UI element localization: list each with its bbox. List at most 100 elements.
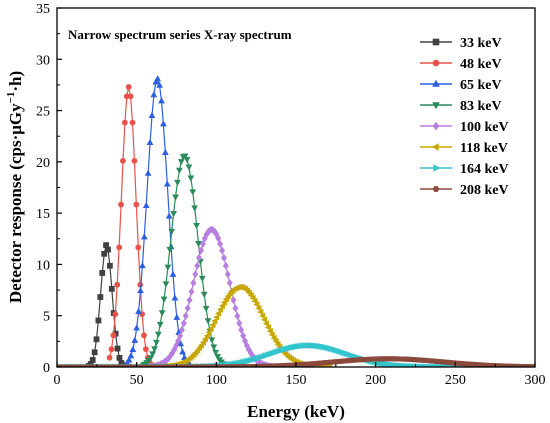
data-point [105,246,111,253]
data-point [163,180,171,187]
data-point [131,157,138,164]
data-point [182,312,189,320]
data-point [198,246,205,255]
data-point [220,299,227,306]
data-point [230,296,237,304]
data-point [127,93,134,100]
series-83-kev [139,153,235,367]
ticks-layer: 0 50 100 150 200 250 300 0 5 10 15 20 25 30 35 [36,2,546,388]
data-point [211,317,218,325]
data-point [180,319,187,328]
legend-label: 65 keV [460,78,502,93]
data-point [133,201,140,208]
legend-marker [431,143,439,151]
data-point [183,157,191,164]
legend-marker [432,186,440,192]
data-point [234,312,241,320]
legend-label: 100 keV [460,120,509,135]
y-tick-label: 0 [43,361,50,376]
series-line [142,155,232,367]
data-point [164,264,172,271]
data-point [149,351,156,358]
data-point [200,291,208,298]
data-point [166,246,174,254]
data-point [151,346,158,353]
data-point [114,345,121,352]
data-point [226,279,233,287]
x-tick-label: 50 [130,373,144,388]
y-tick-label: 5 [43,310,50,325]
data-point [97,294,104,300]
data-point [177,331,183,340]
data-point [236,319,243,328]
data-point [165,212,173,219]
data-point [143,346,149,353]
data-point [178,325,185,334]
x-tick-label: 0 [54,373,61,388]
data-point [140,233,148,240]
data-point [133,324,141,331]
data-point [268,331,275,339]
data-point [270,334,277,342]
data-point [232,304,239,313]
data-point [187,175,195,182]
data-point [91,349,98,356]
y-tick-label: 15 [36,207,50,222]
data-point [118,201,124,208]
data-point [202,305,210,312]
data-point [135,307,142,314]
y-tick-label: 35 [36,2,50,17]
data-point [174,179,181,186]
data-point [177,159,185,166]
series-48-kev [106,84,155,367]
y-tick-label: 30 [36,53,50,68]
x-tick-label: 150 [286,373,307,388]
legend-marker [432,121,440,131]
data-point [141,332,147,339]
data-point [208,337,216,344]
data-point [185,164,193,171]
data-point [171,294,179,301]
data-point [156,321,164,329]
data-point [108,285,115,292]
legend-label: 164 keV [460,162,509,177]
data-point [170,211,177,218]
legend-item: 164 keV [420,162,509,177]
data-point [114,281,121,288]
data-point [219,246,226,255]
data-point [194,261,201,270]
data-point [153,339,160,346]
data-point [172,194,179,201]
data-point [198,275,206,283]
data-point [101,250,108,257]
data-point [191,205,199,212]
y-axis-title-main: Detector response (cps·μGy [6,103,25,303]
data-point [214,354,221,361]
data-point [215,309,222,317]
data-point [207,325,214,333]
legend-marker [432,102,440,110]
data-point [257,308,264,316]
data-point [142,201,150,208]
data-point [197,341,205,349]
data-point [147,355,155,362]
data-point [135,244,142,251]
data-point [181,153,189,160]
data-point [201,335,208,343]
data-point [169,270,177,277]
data-point [203,332,210,340]
x-tick-label: 100 [206,373,227,388]
data-point [154,75,162,82]
legend-item: 83 keV [420,99,502,114]
legend-label: 208 keV [460,183,509,198]
data-point [156,81,163,88]
data-point [264,324,271,331]
data-point [224,270,231,279]
y-tick-label: 10 [36,258,50,273]
legend: 33 keV 48 keV 65 keV 83 keV 100 keV 118 keV 16… [420,36,509,198]
data-point [238,325,245,334]
data-point [255,304,262,312]
data-point [137,281,144,288]
legend-item: 33 keV [420,36,502,51]
data-point [195,240,202,248]
